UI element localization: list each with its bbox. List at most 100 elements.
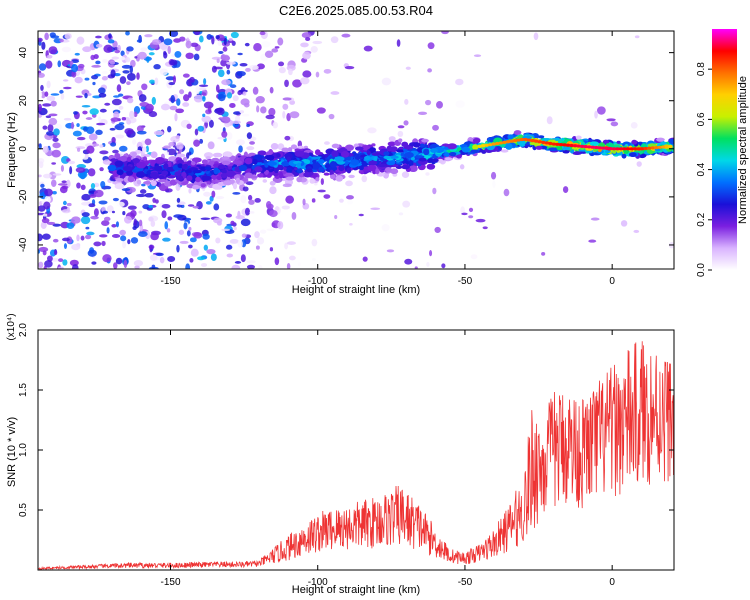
spectrogram-cell [108,33,112,39]
spectrogram-cell [229,102,236,108]
spectrogram-cell [424,99,432,106]
spectrogram-cell [193,232,203,239]
spectrogram-cell [188,91,192,98]
spectrogram-cell [418,111,428,116]
spectrogram-cell [273,166,279,174]
spectrogram-cell [136,125,144,133]
spectrogram-cell [151,39,162,45]
spectrogram-cell [201,92,207,96]
spectrogram-cell [269,247,274,252]
spectrogram-cell [86,145,95,154]
spectrogram-cell [175,108,185,114]
spectrogram-cell [104,102,111,106]
spectrogram-cell [110,117,120,122]
spectrogram-cell [218,50,224,54]
spectrogram-cell [373,156,378,162]
spectrogram-cell [121,188,131,192]
spectrogram-cell [461,212,468,216]
spectrogram-cell [408,159,414,167]
spectrogram-cell [213,217,223,224]
spectrogram-cell [184,169,193,174]
spectrogram-cell [281,161,291,167]
spectrogram-cell [241,233,247,238]
spectrogram-cell [136,39,143,43]
spectrogram-cell [301,32,312,39]
spectrogram-cell [106,227,110,234]
colorbar-tick-label: 0.8 [696,62,707,76]
snr-y-axis-label: SNR (10 * v/v) [6,417,18,487]
spectrogram-cell [74,52,80,56]
spectrogram-cell [163,51,168,59]
spectrogram-cell [39,161,44,169]
spectrogram-cell [116,201,125,207]
spectrogram-cell [89,108,99,115]
spectrogram-cell [144,193,154,198]
spectrogram-cell [114,123,125,131]
spectrogram-cell [260,229,267,234]
spectrogram-cell [53,249,58,256]
spectrogram-cell [290,144,298,150]
spectrogram-cell [87,249,97,257]
snr-x-tick-label: -150 [160,577,180,588]
spectrogram-cell [139,189,147,194]
spectrogram-cell [225,244,233,250]
spectrogram-cell [507,134,514,140]
spectrogram-cell [604,146,610,150]
spectrogram-cell [164,221,169,230]
spectrogram-cell [388,136,396,142]
spectrogram-cell [339,198,344,203]
spectrogram-cell [636,147,641,151]
spectrogram-cell [216,58,220,63]
spectrogram-cell [95,43,103,48]
spectrogram-cell [38,103,43,112]
spectrogram-cell [654,145,659,150]
spectrogram-cell [211,36,215,45]
spectrogram-cell [58,258,64,263]
spectrogram-cell [275,206,280,211]
spectrogram-cell [146,56,150,63]
spectrogram-cell [203,152,214,159]
spectrogram-cell [176,197,181,203]
spectrogram-cell [92,81,96,86]
spectrogram-cell [232,191,241,195]
colorbar-ticks: 0.0 0.2 0.4 0.6 0.8 [696,62,712,277]
spectrogram-cell [282,103,289,110]
spectrogram-cell [211,190,216,198]
spectrogram-cell [127,176,135,183]
spectrogram-cell [255,245,260,250]
spectrogram-cell [203,101,214,109]
spectrogram-y-tick-label: -20 [18,189,29,204]
spectrogram-cell [386,145,393,152]
spectrogram-cell [437,158,444,163]
spectrogram-cell [221,228,231,232]
spectrogram-cell [153,64,161,70]
spectrogram-cell [161,170,169,176]
spectrogram-cell [330,91,340,95]
spectrogram-cell [75,146,86,150]
spectrogram-cell [431,158,439,163]
spectrogram-cell [44,260,53,268]
spectrogram-cell [401,171,410,179]
spectrogram-cell [199,35,204,43]
spectrogram-cell [258,264,263,269]
spectrogram-cell [174,113,178,122]
spectrogram-cell [199,87,207,91]
spectrogram-cell [154,199,159,204]
spectrogram-cell [346,167,352,174]
spectrogram-cell [377,163,387,168]
spectrogram-cell [278,61,285,67]
spectrogram-cell [492,180,496,189]
snr-x-tick-label: -100 [308,577,328,588]
spectrogram-cell [551,142,557,146]
spectrogram-cell [345,180,353,187]
spectrogram-cell [176,142,184,150]
spectrogram-cell [38,72,45,78]
spectrogram-cell [59,89,64,94]
spectrogram-cell [100,180,106,188]
spectrogram-cell [291,212,297,220]
spectrogram-cell [389,155,399,159]
spectrogram-cell [120,50,125,57]
spectrogram-cell [344,66,355,70]
spectrogram-cell [589,141,600,146]
spectrogram-cell [246,146,255,151]
